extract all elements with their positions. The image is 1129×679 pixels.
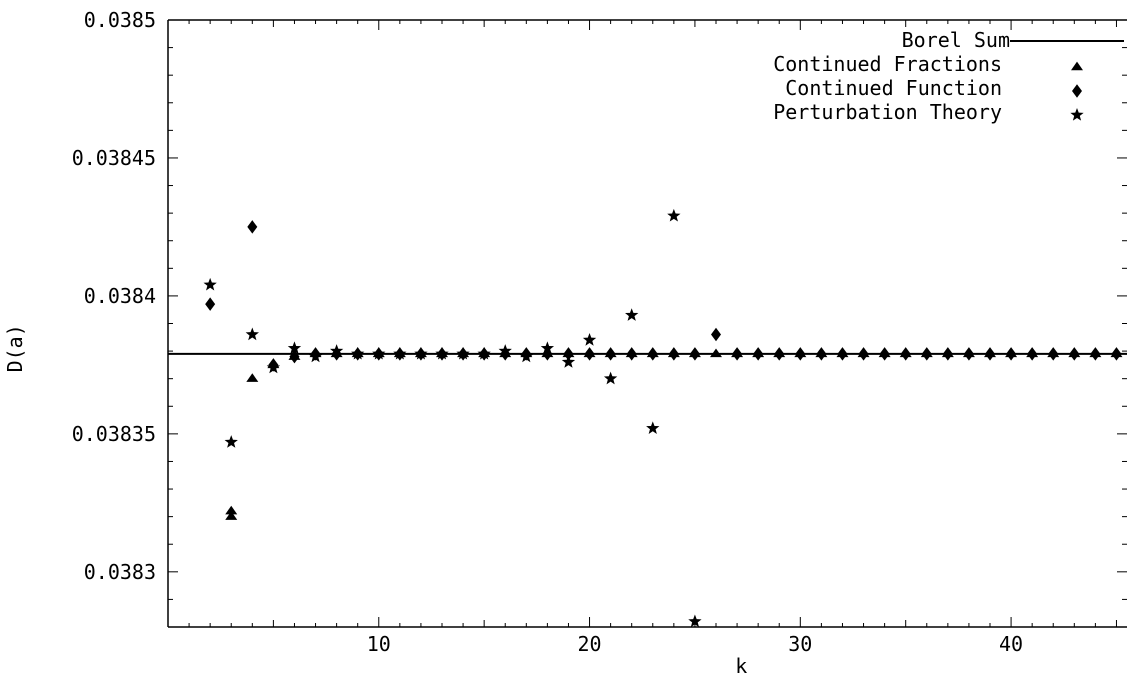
legend-label: Continued Fractions (773, 52, 1002, 76)
star-point (582, 333, 597, 346)
y-axis-label: D(a) (3, 324, 27, 372)
star-point (224, 435, 238, 448)
x-tick-label: 30 (788, 632, 812, 656)
diamond-point (626, 347, 637, 361)
star-point (393, 346, 407, 360)
triangle-point (225, 505, 238, 515)
star-point (435, 346, 449, 360)
diamond-point (795, 347, 806, 361)
star-point (308, 349, 323, 363)
legend-label: Continued Function (785, 76, 1002, 100)
star-point (351, 346, 365, 360)
diamond-point (289, 349, 300, 364)
axes-layer: 10 20 30 40 0.0383 0.03835 0.0384 0.03845 0.0385… (3, 8, 1127, 678)
diamond-point (1090, 347, 1101, 361)
diamond-point (1006, 347, 1017, 361)
y-tick-label: 0.0383 (84, 560, 156, 584)
diamond-point (1048, 347, 1059, 361)
star-point (456, 346, 470, 360)
diamond-point (605, 347, 616, 361)
diamond-point (900, 347, 911, 361)
diamond-point (774, 347, 785, 361)
star-point (266, 360, 281, 374)
star-point (603, 371, 618, 385)
star-point (203, 277, 217, 291)
star-point (329, 344, 344, 357)
star-point (625, 308, 639, 321)
star-point (646, 421, 660, 435)
diamond-point (689, 347, 700, 361)
star-point (519, 349, 533, 363)
legend-label: Borel Sum (902, 28, 1010, 52)
triangle-point (225, 511, 238, 520)
triangle-point (246, 373, 259, 382)
star-point (372, 346, 386, 360)
diamond-point (837, 347, 848, 361)
diamond-point (563, 347, 574, 361)
series-star (203, 208, 702, 628)
legend-star-swatch (1070, 108, 1084, 121)
star-point (477, 346, 491, 360)
x-tick-label: 10 (367, 632, 391, 656)
star-point (287, 341, 302, 354)
x-tick-label: 40 (999, 632, 1023, 656)
diamond-point (647, 347, 658, 361)
diamond-point (879, 347, 890, 361)
y-tick-label: 0.03845 (72, 146, 156, 170)
diamond-point (1111, 347, 1122, 361)
diamond-point (753, 347, 764, 361)
diamond-point (1027, 347, 1038, 361)
diamond-point (921, 347, 932, 361)
x-axis-label: k (735, 654, 747, 678)
series-triangle (225, 348, 1123, 520)
diamond-point (732, 347, 743, 361)
marks-layer (203, 208, 1123, 628)
star-point (498, 344, 512, 357)
star-point (414, 346, 428, 360)
diamond-point (668, 347, 679, 361)
diamond-point (711, 327, 721, 342)
y-tick-label: 0.03835 (72, 422, 156, 446)
legend-diamond-swatch (1072, 84, 1082, 98)
diamond-point (963, 347, 974, 361)
diamond-point (584, 347, 595, 361)
x-tick-label: 20 (577, 632, 601, 656)
y-tick-label: 0.0384 (84, 284, 156, 308)
legend-triangle-swatch (1071, 61, 1083, 71)
star-point (667, 208, 681, 222)
triangle-point (710, 348, 722, 358)
diamond-point (816, 347, 827, 361)
diamond-point (858, 347, 869, 361)
diamond-point (942, 347, 953, 361)
diamond-point (205, 297, 216, 311)
diamond-point (1069, 347, 1080, 361)
star-point (245, 327, 259, 341)
legend-label: Perturbation Theory (773, 100, 1002, 124)
diamond-point (985, 347, 995, 361)
diamond-point (247, 220, 258, 234)
star-point (561, 355, 576, 368)
star-point (540, 341, 555, 354)
y-tick-label: 0.0385 (84, 8, 156, 32)
